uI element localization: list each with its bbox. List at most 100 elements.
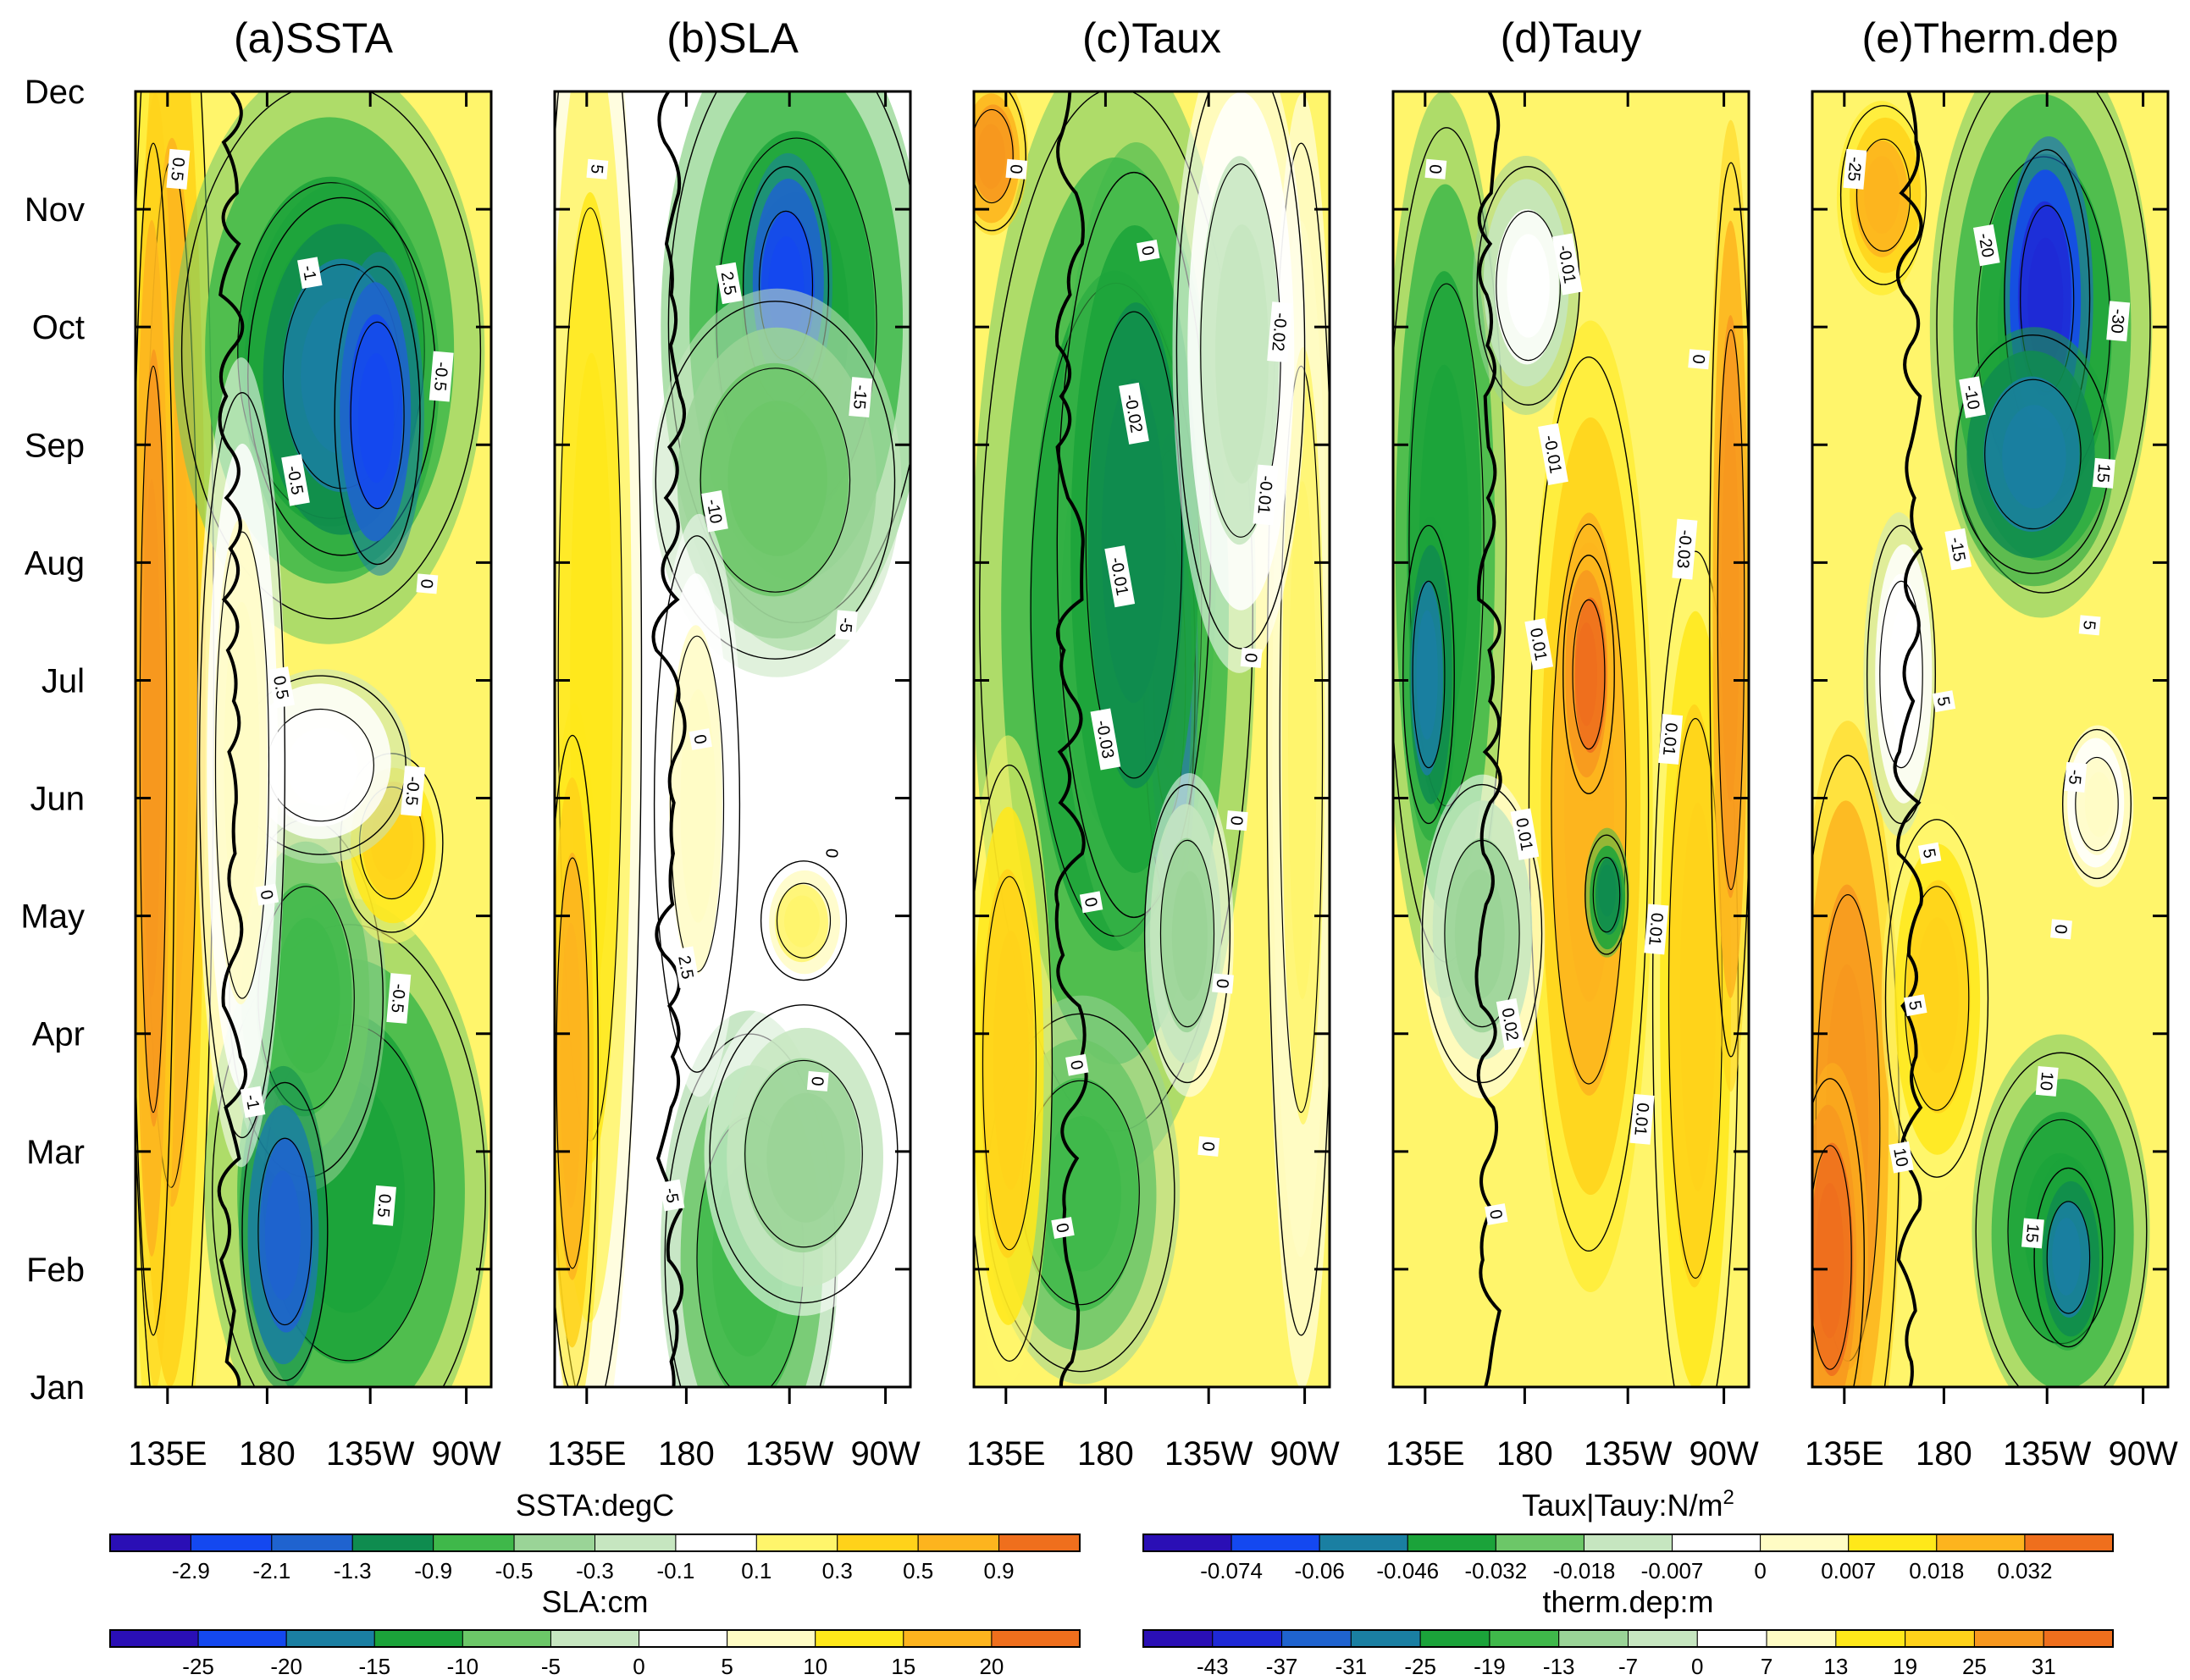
contour-label: 0 bbox=[1051, 1217, 1075, 1239]
contour-line bbox=[1812, 1145, 1852, 1370]
colorbar-tick-label: 0.9 bbox=[984, 1558, 1015, 1583]
colorbar-tick-label: -37 bbox=[1266, 1654, 1298, 1679]
contour-line bbox=[556, 857, 589, 1269]
colorbar-frame bbox=[1142, 1534, 2114, 1552]
colorbar-swatch bbox=[373, 1629, 463, 1648]
svg-text:-0.5: -0.5 bbox=[430, 361, 451, 391]
field-band bbox=[1916, 917, 1959, 1073]
panel-1: 0.5 -1 -0.5 -0.5 0 0.5 -0.5 0 -0.5 -1 0.5 (a)SSTA Ja… bbox=[20, 14, 501, 1473]
zero-contour bbox=[1474, 91, 1502, 1387]
svg-text:-15: -15 bbox=[849, 384, 870, 411]
colorbar-tick-label: 13 bbox=[1823, 1654, 1848, 1679]
x-tick-label: 90W bbox=[1689, 1435, 1758, 1473]
colorbar-2: -25 -20 -15 -10 -5 0 5 10 15 20 SLA:cm bbox=[109, 1584, 1081, 1679]
svg-text:0: 0 bbox=[1485, 1208, 1506, 1221]
svg-text:0: 0 bbox=[1226, 815, 1246, 826]
contour-label: -0.5 bbox=[281, 454, 310, 506]
colorbar-tick-label: 0.032 bbox=[1997, 1558, 2052, 1583]
svg-text:-10: -10 bbox=[1960, 384, 1983, 411]
contour-label: 0 bbox=[1485, 1203, 1508, 1225]
colorbar-tick-label: 0.1 bbox=[741, 1558, 771, 1583]
contour-line bbox=[974, 765, 1054, 1362]
contour-label: -1 bbox=[297, 257, 323, 290]
colorbar-swatch bbox=[727, 1629, 816, 1648]
colorbar-swatch bbox=[550, 1629, 640, 1648]
contour-label: 0 bbox=[255, 883, 279, 906]
field-band bbox=[1288, 481, 1317, 1000]
colorbar-swatch bbox=[815, 1629, 904, 1648]
colorbar-title: SLA:cm bbox=[541, 1584, 648, 1619]
contour-line bbox=[555, 734, 599, 1387]
colorbar-tick-label: -20 bbox=[270, 1654, 302, 1679]
contour-line bbox=[1866, 524, 1937, 825]
contour-label: 15 bbox=[2021, 1218, 2044, 1249]
zero-contour bbox=[1054, 91, 1088, 1387]
panel-3: 0 0 -0.02 -0.02 -0.01 -0.01 0 -0.03 0 0 0 0 0 0 (c)Tau… bbox=[966, 14, 1340, 1473]
contour-line bbox=[655, 301, 896, 660]
field-band bbox=[1042, 1115, 1122, 1272]
svg-text:-10: -10 bbox=[703, 498, 726, 525]
contour-line bbox=[1266, 142, 1330, 1336]
field-band bbox=[783, 895, 820, 948]
colorbar-tick-label: -0.9 bbox=[414, 1558, 452, 1583]
field-band bbox=[1679, 802, 1716, 1191]
colorbar-frame bbox=[109, 1534, 1081, 1552]
colorbar-swatch bbox=[675, 1534, 757, 1552]
field-band bbox=[2084, 771, 2114, 837]
svg-text:0: 0 bbox=[1066, 1058, 1087, 1071]
colorbar-swatch bbox=[2024, 1534, 2114, 1552]
panel-field: 0-0.010-0.01-0.030.010.010.010.010.020.0… bbox=[1393, 91, 1749, 1387]
contour-line bbox=[1584, 834, 1629, 955]
colorbar-swatch bbox=[998, 1534, 1081, 1552]
panels-layer: 0.5 -1 -0.5 -0.5 0 0.5 -0.5 0 -0.5 -1 0.5 (a)SSTA Ja… bbox=[20, 14, 2178, 1473]
contour-label: -0.03 bbox=[1090, 708, 1121, 771]
svg-text:0.01: 0.01 bbox=[1645, 912, 1666, 947]
colorbar-swatch bbox=[639, 1629, 728, 1648]
contour-label: -25 bbox=[1843, 148, 1867, 190]
contour-label: 2.5 bbox=[672, 946, 700, 989]
panel-field: 5 2.5 -15 -10 -5 0 0 2.5 0 -5 bbox=[555, 91, 910, 1387]
colorbar-swatch bbox=[1558, 1629, 1629, 1648]
x-tick-label: 135E bbox=[128, 1435, 207, 1473]
colorbar-tick-label: 0 bbox=[1691, 1654, 1703, 1679]
colorbar-tick-label: -25 bbox=[1404, 1654, 1436, 1679]
colorbar-tick-label: 5 bbox=[721, 1654, 733, 1679]
contour-line bbox=[709, 1003, 899, 1304]
contour-line bbox=[974, 108, 1014, 204]
colorbar-3: -0.074 -0.06 -0.046 -0.032 -0.018 -0.007 0 0.00… bbox=[1142, 1486, 2114, 1583]
svg-text:-0.01: -0.01 bbox=[1253, 475, 1275, 515]
contour-label: 0 bbox=[1225, 810, 1248, 832]
x-tick-label: 135E bbox=[966, 1435, 1045, 1473]
colorbar-tick-label: 0.3 bbox=[822, 1558, 853, 1583]
svg-text:15: 15 bbox=[2093, 463, 2113, 484]
colorbars-layer: -2.9 -2.1 -1.3 -0.9 -0.5 -0.3 -0.1 0.1 0.3 0.5 0.9… bbox=[109, 1486, 2114, 1679]
svg-text:0.5: 0.5 bbox=[269, 674, 291, 700]
svg-text:0: 0 bbox=[807, 1075, 827, 1086]
y-tick-label: Dec bbox=[25, 74, 85, 111]
y-tick-label: Mar bbox=[26, 1134, 85, 1171]
x-tick-label: 135E bbox=[1805, 1435, 1883, 1473]
svg-text:-5: -5 bbox=[836, 616, 855, 633]
svg-text:5: 5 bbox=[2079, 620, 2099, 631]
svg-text:0.01: 0.01 bbox=[1659, 722, 1680, 757]
contour-line bbox=[1717, 329, 1745, 891]
contour-label: 0 bbox=[416, 573, 439, 594]
colorbar-swatch bbox=[1142, 1534, 1232, 1552]
colorbar-tick-label: 7 bbox=[1761, 1654, 1772, 1679]
svg-text:0: 0 bbox=[1425, 163, 1445, 174]
contour-label: 0 bbox=[689, 728, 712, 750]
contour-line bbox=[1884, 819, 1989, 1178]
contour-line bbox=[1936, 91, 2151, 594]
x-tick-label: 180 bbox=[1916, 1435, 1972, 1473]
contour-line bbox=[776, 882, 832, 959]
colorbar-swatch bbox=[1628, 1629, 1698, 1648]
contour-line bbox=[1812, 1078, 1866, 1387]
contour-line bbox=[198, 392, 286, 1139]
panel-field: 0 0 -0.02 -0.02 -0.01 -0.01 0 -0.03 0 0 0 0 0 0 bbox=[974, 91, 1330, 1387]
svg-text:10: 10 bbox=[2036, 1071, 2056, 1091]
svg-text:0: 0 bbox=[1213, 978, 1232, 989]
panel-title: (b)SLA bbox=[666, 14, 799, 62]
panel-field: -25 -20 -30 -10 15 -15 5 5 -5 5 0 5 10 10 15 bbox=[1812, 91, 2168, 1387]
svg-text:0: 0 bbox=[689, 733, 710, 746]
